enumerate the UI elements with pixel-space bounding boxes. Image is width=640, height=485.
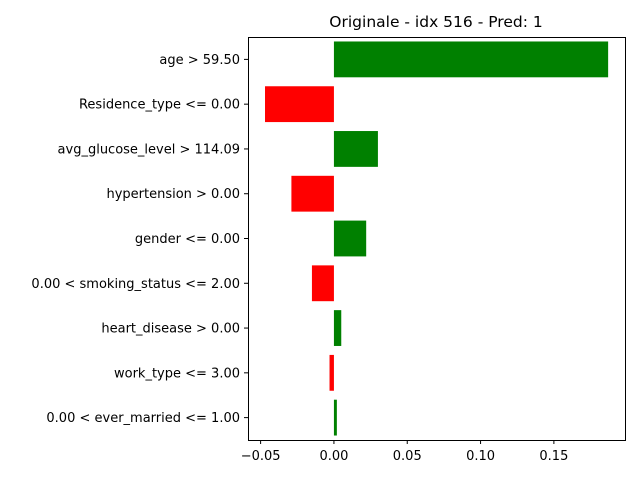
y-tick-label: 0.00 < smoking_status <= 2.00 bbox=[31, 277, 240, 292]
plot-area-frame bbox=[248, 37, 626, 441]
y-tick-label: gender <= 0.00 bbox=[135, 232, 240, 247]
bar bbox=[333, 399, 337, 436]
x-tick-label: 0.00 bbox=[319, 449, 348, 464]
y-tick-label: heart_disease > 0.00 bbox=[101, 322, 240, 337]
y-tick-label: Residence_type <= 0.00 bbox=[79, 98, 240, 113]
y-tick-label: age > 59.50 bbox=[159, 53, 240, 68]
bar bbox=[291, 175, 334, 212]
x-tick-label: 0.10 bbox=[466, 449, 495, 464]
y-tick-label: 0.00 < ever_married <= 1.00 bbox=[46, 411, 240, 426]
x-tick-label: 0.05 bbox=[393, 449, 422, 464]
x-axis-ticks: −0.05 0.00 0.05 0.10 0.15 bbox=[241, 440, 568, 464]
y-tick-label: work_type <= 3.00 bbox=[114, 366, 240, 381]
y-tick-label: hypertension > 0.00 bbox=[106, 187, 240, 202]
y-tick-label: avg_glucose_level > 114.09 bbox=[58, 142, 240, 157]
x-tick-label: 0.15 bbox=[539, 449, 568, 464]
y-axis-ticks: age > 59.50 Residence_type <= 0.00 avg_glu… bbox=[31, 53, 248, 426]
bar bbox=[333, 310, 342, 346]
bar bbox=[333, 131, 378, 167]
bar bbox=[311, 265, 334, 302]
bar bbox=[333, 220, 367, 257]
x-tick-label: −0.05 bbox=[241, 449, 281, 464]
bar bbox=[329, 354, 334, 391]
chart-title: Originale - idx 516 - Pred: 1 bbox=[329, 13, 542, 31]
bar bbox=[265, 86, 334, 123]
bar bbox=[333, 41, 609, 78]
bars-layer bbox=[265, 41, 609, 436]
